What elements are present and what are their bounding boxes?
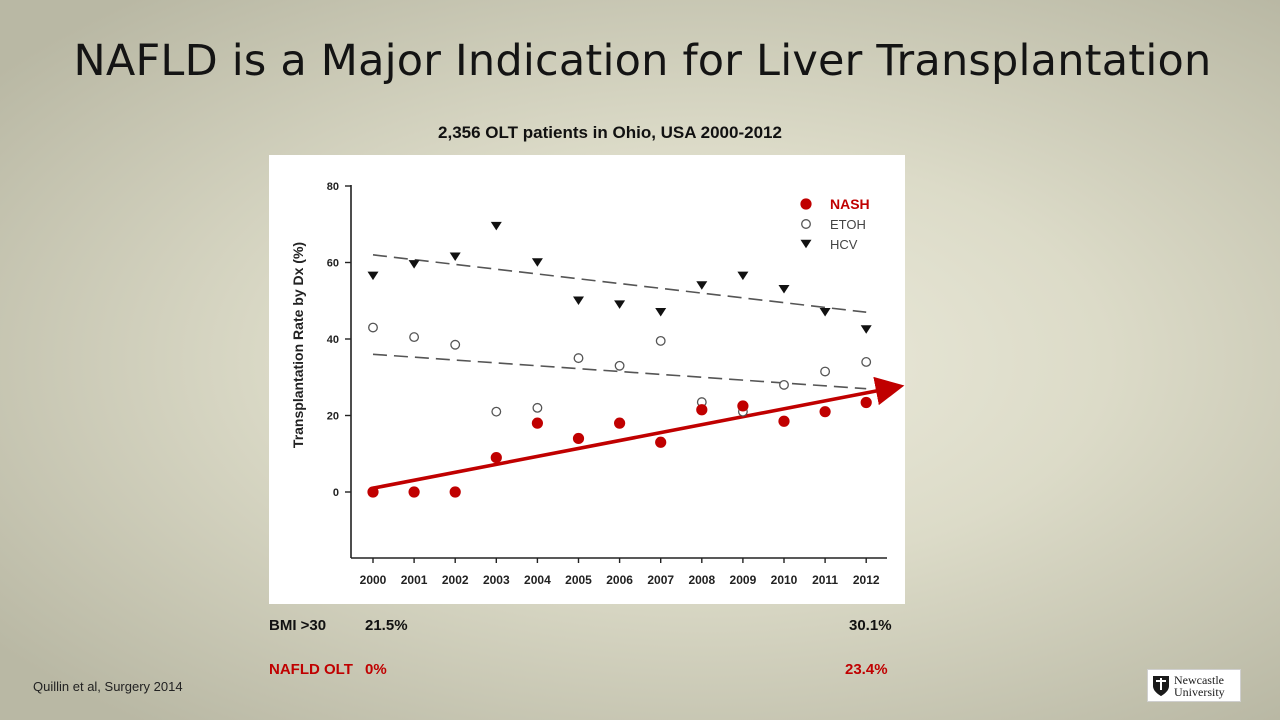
hcv-point: [531, 258, 543, 267]
nash-point: [367, 486, 379, 498]
x-tick-label: 2008: [688, 573, 715, 587]
hcv-point: [408, 260, 420, 269]
y-axis-label: Transplantation Rate by Dx (%): [290, 242, 306, 448]
logo-line-1: Newcastle: [1174, 672, 1224, 687]
y-tick-label: 60: [327, 258, 339, 270]
x-tick-label: 2005: [565, 573, 592, 587]
x-tick-label: 2004: [524, 573, 551, 587]
etoh-legend-label: ETOH: [830, 217, 866, 232]
y-tick-label: 80: [327, 181, 339, 193]
x-tick-label: 2006: [606, 573, 633, 587]
nash-point: [572, 432, 585, 445]
etoh-trend-line: [372, 353, 867, 390]
y-tick-label: 0: [333, 487, 339, 499]
etoh-point: [655, 335, 666, 346]
hcv-point: [449, 252, 461, 262]
nash-legend-marker: [800, 198, 812, 210]
hcv-point: [819, 307, 831, 317]
etoh-point: [532, 402, 543, 413]
x-tick-label: 2010: [771, 573, 798, 587]
etoh-point: [409, 332, 420, 343]
x-tick-label: 2011: [812, 573, 838, 587]
nash-trend-line: [372, 376, 905, 490]
nafld-label: NAFLD OLT: [269, 661, 353, 678]
hcv-point: [655, 307, 667, 317]
bmi-end-value: 30.1%: [849, 617, 892, 634]
slide-title: NAFLD is a Major Indication for Liver Tr…: [73, 36, 1212, 86]
etoh-point: [779, 379, 789, 390]
nafld-start-value: 0%: [365, 661, 387, 678]
x-tick-label: 2001: [401, 573, 428, 587]
data-points: [367, 221, 872, 498]
chart-axes: 0 20 40 60 80 2000 2001 2002 2003 2004 2005 2006 200…: [327, 181, 887, 587]
x-tick-label: 2003: [483, 573, 510, 587]
nash-point: [614, 417, 626, 429]
nash-point: [737, 400, 749, 412]
etoh-point: [614, 360, 625, 371]
x-tick-label: 2009: [730, 573, 757, 587]
hcv-point: [490, 221, 502, 231]
x-tick-label: 2002: [442, 573, 469, 587]
etoh-point: [368, 322, 378, 333]
chart-legend: NASH ETOH HCV: [800, 196, 870, 252]
x-tick-label: 2012: [853, 573, 880, 587]
y-tick-label: 40: [327, 334, 339, 346]
nash-point: [408, 486, 420, 498]
trend-lines: [372, 254, 905, 490]
etoh-point: [861, 356, 872, 367]
hcv-legend-label: HCV: [830, 237, 858, 252]
nash-point: [655, 436, 667, 448]
nash-point: [860, 396, 872, 409]
hcv-legend-marker: [800, 239, 812, 249]
crest-icon: [1153, 675, 1169, 696]
chart-subtitle: 2,356 OLT patients in Ohio, USA 2000-201…: [438, 123, 782, 142]
etoh-point: [573, 353, 584, 364]
hcv-point: [737, 271, 749, 281]
nafld-end-value: 23.4%: [845, 661, 888, 678]
citation: Quillin et al, Surgery 2014: [33, 679, 183, 694]
logo-line-2: University: [1174, 684, 1225, 699]
scatter-chart: 0 20 40 60 80 2000 2001 2002 2003 2004 2005 2006 200…: [290, 181, 905, 587]
university-logo: Newcastle University: [1147, 669, 1241, 702]
chart-panel: 0 20 40 60 80 2000 2001 2002 2003 2004 2005 2006 200…: [269, 155, 905, 604]
nash-point: [531, 417, 543, 429]
etoh-point: [491, 406, 502, 417]
hcv-point: [860, 325, 872, 334]
nash-point: [490, 451, 502, 464]
nash-point: [778, 415, 790, 427]
hcv-point: [696, 281, 708, 290]
nash-legend-label: NASH: [830, 196, 870, 212]
bmi-start-value: 21.5%: [365, 617, 408, 634]
nash-point: [449, 486, 461, 498]
hcv-point: [573, 296, 584, 305]
etoh-point: [450, 339, 461, 350]
y-tick-label: 20: [327, 411, 339, 423]
hcv-point: [778, 285, 790, 294]
nash-point: [696, 404, 708, 416]
x-tick-label: 2000: [360, 573, 387, 587]
hcv-point: [367, 271, 379, 281]
x-tick-label: 2007: [647, 573, 674, 587]
nash-point: [819, 406, 831, 418]
hcv-point: [614, 300, 626, 309]
etoh-point: [820, 366, 831, 377]
bmi-label: BMI >30: [269, 617, 327, 634]
etoh-legend-marker: [801, 219, 811, 229]
